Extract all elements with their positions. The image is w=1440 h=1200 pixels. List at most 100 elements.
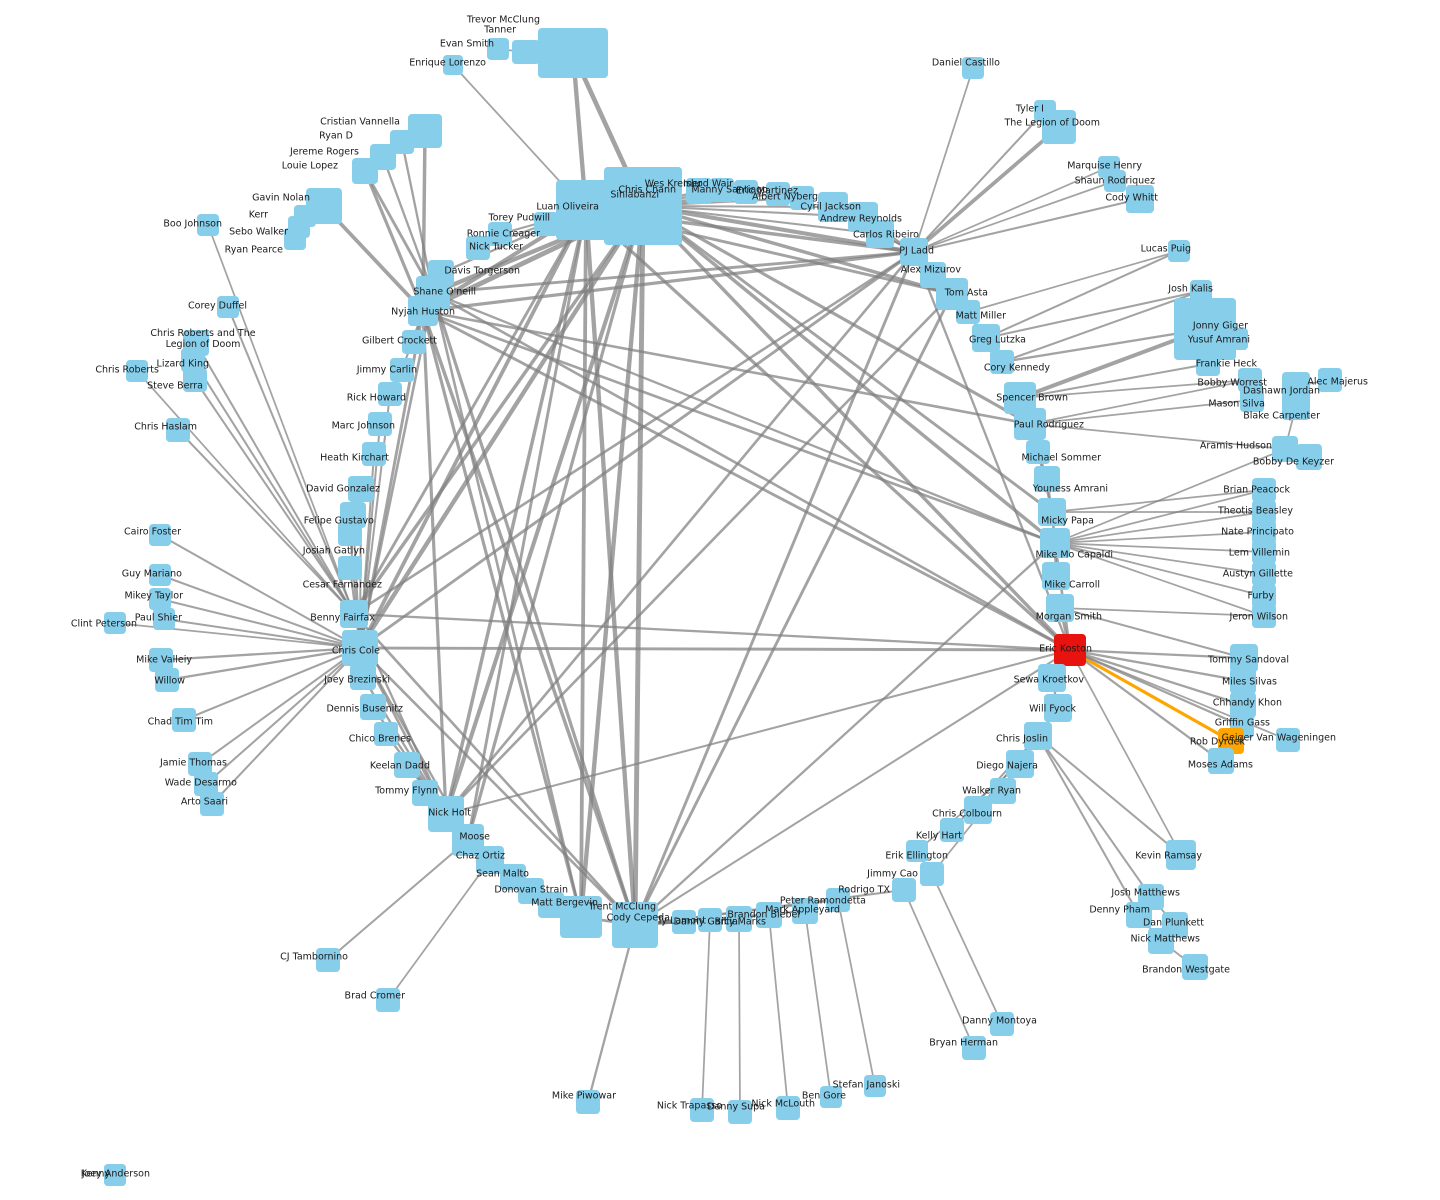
- graph-node[interactable]: [466, 236, 490, 260]
- graph-node[interactable]: [1014, 408, 1046, 440]
- graph-node[interactable]: [340, 600, 368, 628]
- graph-node[interactable]: [1040, 528, 1070, 558]
- graph-node[interactable]: [1182, 954, 1208, 980]
- graph-node[interactable]: [790, 186, 814, 210]
- graph-node[interactable]: [1126, 902, 1152, 928]
- graph-node[interactable]: [892, 878, 916, 902]
- graph-node[interactable]: [1034, 466, 1060, 492]
- graph-node[interactable]: [1174, 298, 1236, 360]
- graph-node[interactable]: [820, 1086, 842, 1108]
- graph-node[interactable]: [217, 296, 239, 318]
- graph-node[interactable]: [402, 330, 426, 354]
- graph-node[interactable]: [920, 862, 944, 886]
- graph-node[interactable]: [900, 238, 928, 266]
- graph-node[interactable]: [1026, 440, 1050, 464]
- graph-node[interactable]: [792, 898, 818, 924]
- graph-node[interactable]: [990, 778, 1016, 804]
- graph-node[interactable]: [728, 1100, 752, 1124]
- graph-node[interactable]: [352, 158, 378, 184]
- graph-node[interactable]: [1318, 368, 1342, 392]
- graph-node[interactable]: [906, 840, 928, 862]
- graph-node[interactable]: [1196, 352, 1220, 376]
- graph-node[interactable]: [338, 556, 362, 580]
- graph-node[interactable]: [1190, 280, 1212, 302]
- graph-node[interactable]: [1126, 185, 1154, 213]
- graph-node[interactable]: [766, 182, 790, 206]
- graph-node[interactable]: [990, 1012, 1014, 1036]
- graph-node[interactable]: [1272, 436, 1298, 462]
- graph-node[interactable]: [1252, 604, 1276, 628]
- graph-node[interactable]: [962, 57, 984, 79]
- graph-node[interactable]: [1208, 748, 1234, 774]
- graph-node[interactable]: [686, 178, 712, 204]
- graph-node[interactable]: [1054, 634, 1086, 666]
- graph-node[interactable]: [1296, 444, 1322, 470]
- graph-node[interactable]: [576, 1090, 600, 1114]
- graph-node[interactable]: [1042, 562, 1070, 590]
- graph-node[interactable]: [408, 296, 438, 326]
- graph-node[interactable]: [284, 228, 306, 250]
- graph-node[interactable]: [672, 910, 696, 934]
- graph-node[interactable]: [556, 180, 616, 240]
- graph-node[interactable]: [818, 192, 848, 222]
- graph-node[interactable]: [1230, 692, 1256, 718]
- graph-node[interactable]: [1038, 664, 1066, 692]
- graph-node[interactable]: [534, 212, 558, 236]
- graph-node[interactable]: [1024, 722, 1052, 750]
- graph-node[interactable]: [756, 902, 782, 928]
- graph-node[interactable]: [1252, 562, 1276, 586]
- graph-node[interactable]: [1046, 594, 1074, 622]
- graph-node[interactable]: [348, 476, 374, 502]
- graph-node[interactable]: [378, 382, 402, 406]
- graph-node[interactable]: [776, 1096, 800, 1120]
- graph-node[interactable]: [153, 608, 175, 630]
- graph-node[interactable]: [443, 55, 463, 75]
- graph-node[interactable]: [512, 40, 540, 64]
- graph-node[interactable]: [866, 220, 894, 248]
- graph-node[interactable]: [1226, 328, 1248, 350]
- graph-node[interactable]: [316, 948, 340, 972]
- graph-node[interactable]: [1230, 644, 1258, 672]
- graph-node[interactable]: [604, 167, 682, 245]
- graph-node[interactable]: [1044, 694, 1072, 722]
- graph-node[interactable]: [166, 418, 190, 442]
- graph-node[interactable]: [1038, 498, 1066, 526]
- graph-node[interactable]: [1252, 478, 1276, 502]
- graph-node[interactable]: [538, 28, 608, 78]
- graph-node[interactable]: [476, 846, 504, 874]
- graph-node[interactable]: [690, 1098, 714, 1122]
- graph-node[interactable]: [200, 792, 224, 816]
- graph-node[interactable]: [149, 588, 171, 610]
- graph-node[interactable]: [734, 180, 758, 204]
- graph-node[interactable]: [1282, 392, 1310, 420]
- graph-node[interactable]: [698, 908, 722, 932]
- graph-node[interactable]: [1252, 540, 1276, 564]
- graph-node[interactable]: [149, 524, 171, 546]
- graph-node[interactable]: [726, 906, 752, 932]
- graph-node[interactable]: [350, 664, 376, 690]
- graph-node[interactable]: [104, 1164, 126, 1186]
- graph-node[interactable]: [1104, 170, 1126, 192]
- graph-node[interactable]: [956, 300, 980, 324]
- graph-node[interactable]: [126, 360, 148, 382]
- graph-node[interactable]: [612, 902, 658, 948]
- graph-node[interactable]: [962, 1036, 986, 1060]
- graph-node[interactable]: [1148, 928, 1174, 954]
- graph-node[interactable]: [1006, 750, 1034, 778]
- graph-node[interactable]: [183, 368, 207, 392]
- graph-node[interactable]: [1166, 840, 1196, 870]
- graph-node[interactable]: [360, 694, 386, 720]
- graph-node[interactable]: [487, 38, 509, 60]
- graph-node[interactable]: [990, 350, 1014, 374]
- graph-node[interactable]: [338, 522, 362, 546]
- graph-node[interactable]: [488, 222, 512, 246]
- graph-node[interactable]: [155, 668, 179, 692]
- graph-node[interactable]: [864, 1075, 886, 1097]
- graph-node[interactable]: [538, 892, 564, 918]
- graph-node[interactable]: [172, 708, 196, 732]
- graph-node[interactable]: [149, 564, 171, 586]
- graph-node[interactable]: [1276, 728, 1300, 752]
- graph-node[interactable]: [104, 612, 126, 634]
- graph-node[interactable]: [374, 722, 398, 746]
